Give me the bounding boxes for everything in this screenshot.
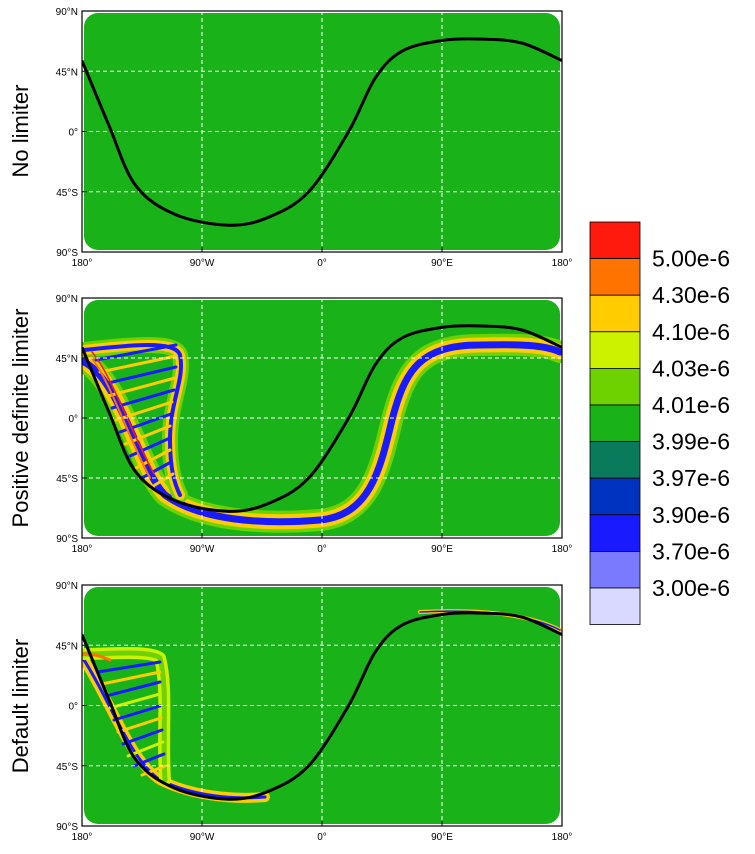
colorbar-swatch [589, 258, 641, 296]
y-tick-label: 90°N [56, 7, 78, 18]
y-tick-label: 0° [68, 128, 78, 139]
y-tick-label: 45°S [56, 474, 78, 485]
axis-ticks: 180° 90°W 0° 90°E 180° 90°N 45°N 0° 45°S 90°S [56, 7, 573, 269]
colorbar-label: 3.97e-6 [652, 465, 730, 491]
colorbar-label: 4.01e-6 [652, 392, 730, 418]
y-tick-label: 90°N [56, 294, 78, 305]
x-tick-label: 90°E [431, 832, 453, 843]
colorbar-swatch [589, 221, 641, 259]
panel-ylabel: Default limiter [8, 639, 33, 773]
colorbar: 5.00e-6 4.30e-6 4.10e-6 4.03e-6 4.01e-6 3.99e… [589, 221, 730, 625]
y-tick-label: 45°N [56, 354, 78, 365]
colorbar-swatch [589, 331, 641, 369]
x-tick-label: 180° [552, 832, 573, 843]
x-tick-label: 0° [317, 544, 327, 555]
colorbar-swatch [589, 404, 641, 442]
x-tick-label: 180° [72, 832, 93, 843]
colorbar-swatch [589, 294, 641, 333]
colorbar-label: 3.70e-6 [652, 538, 730, 564]
colorbar-swatch [589, 514, 641, 552]
x-tick-label: 90°W [190, 544, 215, 555]
colorbar-label: 4.30e-6 [652, 282, 730, 308]
colorbar-swatch [589, 477, 641, 516]
colorbar-label: 4.03e-6 [652, 355, 730, 381]
colorbar-label: 4.10e-6 [652, 319, 730, 345]
x-tick-label: 180° [552, 544, 573, 555]
colorbar-label: 5.00e-6 [652, 246, 730, 272]
x-tick-label: 90°W [190, 832, 215, 843]
y-tick-label: 0° [68, 702, 78, 713]
y-tick-label: 90°S [56, 248, 78, 259]
panel-ylabel: No limiter [8, 85, 33, 178]
y-tick-label: 45°N [56, 67, 78, 78]
grid-lines [82, 585, 562, 826]
x-tick-label: 0° [317, 832, 327, 843]
x-tick-label: 90°E [431, 544, 453, 555]
x-tick-label: 180° [552, 258, 573, 269]
panel-ylabel: Positive definite limiter [8, 309, 33, 528]
trajectory-line [82, 37, 562, 227]
axis-ticks: 180° 90°W 0° 90°E 180° 90°N 45°N 0° 45°S 90°S [56, 581, 573, 843]
x-tick-label: 180° [72, 544, 93, 555]
x-tick-label: 90°E [431, 258, 453, 269]
y-tick-label: 0° [68, 414, 78, 425]
grid-lines [82, 298, 562, 538]
panel-no-limiter: 180° 90°W 0° 90°E 180° 90°N 45°N 0° 45°S 90°S No … [8, 7, 572, 269]
x-tick-label: 0° [317, 258, 327, 269]
trajectory-line [82, 611, 562, 801]
grid-lines [82, 11, 562, 252]
colorbar-swatch [589, 587, 641, 625]
x-tick-label: 90°W [190, 258, 215, 269]
colorbar-label: 3.90e-6 [652, 502, 730, 528]
y-tick-label: 90°S [56, 534, 78, 545]
y-tick-label: 90°S [56, 822, 78, 833]
y-tick-label: 45°S [56, 762, 78, 773]
y-tick-label: 45°N [56, 641, 78, 652]
colorbar-swatch [589, 441, 641, 479]
y-tick-label: 90°N [56, 581, 78, 592]
panel-positive-definite-limiter: 180° 90°W 0° 90°E 180° 90°N 45°N 0° 45°S 90°S Pos… [8, 294, 572, 555]
colorbar-label: 3.00e-6 [652, 575, 730, 601]
x-tick-label: 180° [72, 258, 93, 269]
colorbar-swatch [589, 551, 641, 589]
axis-ticks: 180° 90°W 0° 90°E 180° 90°N 45°N 0° 45°S 90°S [56, 294, 573, 555]
panel-default-limiter: 180° 90°W 0° 90°E 180° 90°N 45°N 0° 45°S 90°S Def… [8, 581, 572, 843]
y-tick-label: 45°S [56, 188, 78, 199]
colorbar-label: 3.99e-6 [652, 429, 730, 455]
colorbar-swatch [589, 367, 641, 406]
trajectory-line [82, 324, 562, 513]
